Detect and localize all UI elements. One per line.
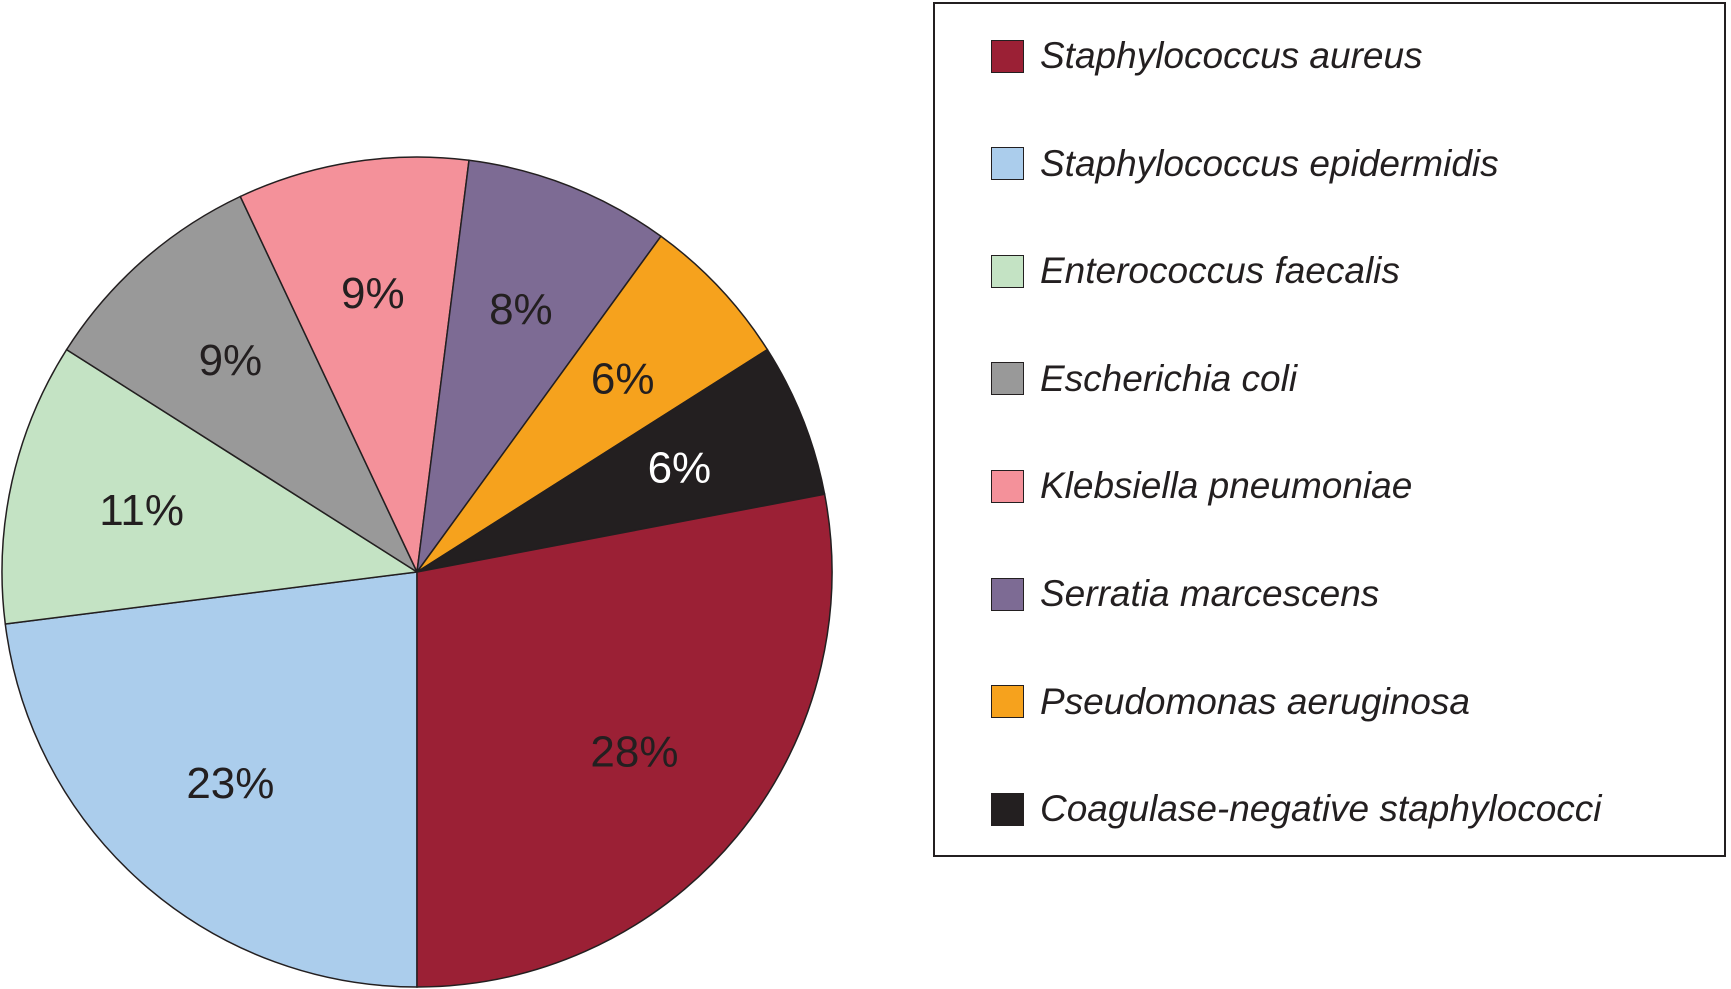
legend-item: Serratia marcescens <box>991 573 1380 614</box>
legend-swatch <box>991 577 1024 611</box>
pie-slice <box>1 348 420 625</box>
legend-item: Staphylococcus epidermidis <box>991 142 1499 184</box>
legend-label: Staphylococcus epidermidis <box>1040 142 1499 184</box>
legend-swatch <box>991 792 1024 826</box>
pie-slice <box>416 159 662 573</box>
legend-label: Serratia marcescens <box>1040 573 1380 614</box>
legend-swatch <box>991 362 1024 396</box>
legend-label: Staphylococcus aureus <box>1040 35 1423 76</box>
legend-item: Pseudomonas aeruginosa <box>991 680 1470 722</box>
legend-item: Escherichia coli <box>991 357 1298 399</box>
pie-slice <box>239 156 470 575</box>
legend-swatch <box>991 254 1024 288</box>
legend-item: Enterococcus faecalis <box>991 250 1400 292</box>
legend-swatch <box>991 469 1024 503</box>
legend-label: Enterococcus faecalis <box>1040 250 1400 292</box>
legend-swatch <box>991 685 1024 719</box>
pie-slice <box>4 571 418 988</box>
slice-label: 8% <box>489 285 553 334</box>
legend-item: Staphylococcus aureus <box>991 35 1423 76</box>
pie-slice <box>416 235 769 573</box>
legend-label: Coagulase-negative staphylococci <box>1040 788 1602 830</box>
legend-swatch <box>991 147 1024 181</box>
slice-label: 6% <box>648 444 712 493</box>
pie-slice <box>65 195 419 575</box>
legend-swatch <box>991 39 1024 73</box>
legend-item: Klebsiella pneumoniae <box>991 465 1413 507</box>
pie-slice <box>416 493 833 988</box>
slice-label: 9% <box>341 269 405 318</box>
legend-label: Escherichia coli <box>1040 357 1298 399</box>
slice-label: 6% <box>591 354 655 403</box>
legend-label: Klebsiella pneumoniae <box>1040 465 1413 507</box>
pie-chart: 23% 11% 9% 9% 8% 6% 6% 28% <box>1 156 833 988</box>
pie-slice <box>416 348 826 573</box>
slice-label: 23% <box>186 759 274 808</box>
legend-label: Pseudomonas aeruginosa <box>1040 680 1470 722</box>
legend: Staphylococcus aureus Staphylococcus epid… <box>933 2 1726 857</box>
slice-label: 28% <box>590 727 678 776</box>
legend-item: Coagulase-negative staphylococci <box>991 788 1602 830</box>
slice-label: 11% <box>99 486 184 535</box>
slice-label: 9% <box>199 336 263 385</box>
